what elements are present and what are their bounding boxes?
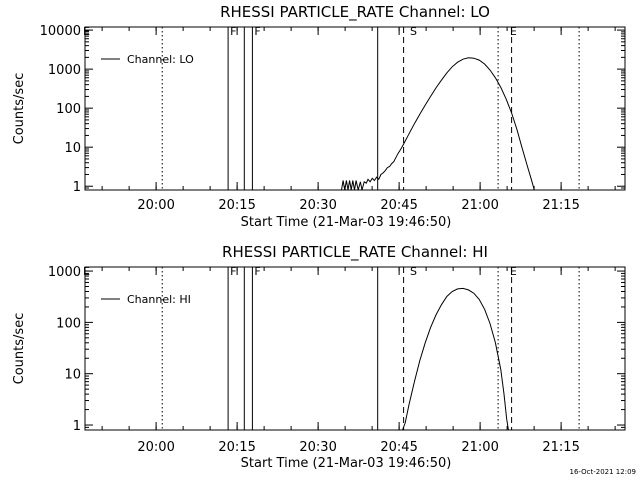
chart-title: RHESSI PARTICLE_RATE Channel: HI <box>222 243 488 262</box>
x-tick-label: 21:15 <box>542 198 579 213</box>
annotation-label: S <box>410 25 417 38</box>
annotation-label: E <box>510 25 517 38</box>
chart-title: RHESSI PARTICLE_RATE Channel: LO <box>220 3 490 22</box>
x-tick-label: 20:30 <box>299 440 336 455</box>
y-tick-label: 10 <box>64 368 81 383</box>
y-tick-label: 1 <box>73 419 81 434</box>
event-marker: F <box>254 25 260 38</box>
y-tick-label: 10 <box>64 141 81 156</box>
x-tick-label: 20:45 <box>380 440 417 455</box>
x-tick-label: 20:30 <box>299 198 336 213</box>
y-tick-label: 1 <box>73 180 81 195</box>
footer-timestamp: 16-Oct-2021 12:09 <box>570 468 636 476</box>
y-tick-label: 100 <box>56 102 81 117</box>
event-marker: F <box>230 265 236 278</box>
y-tick-label: 1000 <box>48 265 81 280</box>
x-tick-label: 21:15 <box>542 440 579 455</box>
y-axis-label: Counts/sec <box>12 313 27 385</box>
x-tick-label: 20:15 <box>218 198 255 213</box>
panel-hi-channel: RHESSI PARTICLE_RATE Channel: HI 1 10 100 10… <box>12 243 626 471</box>
x-tick-label: 20:00 <box>137 198 174 213</box>
x-tick-label: 21:00 <box>461 440 498 455</box>
panel-lo-channel: RHESSI PARTICLE_RATE Channel: LO 1 10 100 10… <box>12 3 626 230</box>
x-tick-label: 21:00 <box>461 198 498 213</box>
x-axis-label: Start Time (21-Mar-03 19:46:50) <box>241 215 452 230</box>
series-line <box>402 287 509 430</box>
annotation-label: S <box>410 265 417 278</box>
x-axis-label: Start Time (21-Mar-03 19:46:50) <box>241 456 452 471</box>
x-tick-label: 20:15 <box>218 440 255 455</box>
y-tick-label: 100 <box>56 316 81 331</box>
x-tick-label: 20:00 <box>137 440 174 455</box>
annotation-label: E <box>83 265 90 278</box>
plot-frame <box>84 266 626 431</box>
x-tick-label: 20:45 <box>380 198 417 213</box>
annotation-label: E <box>83 25 90 38</box>
event-marker: F <box>254 265 260 278</box>
y-axis-label: Counts/sec <box>12 73 27 145</box>
event-marker: F <box>230 25 236 38</box>
series-line <box>341 57 535 190</box>
y-tick-label: 1000 <box>48 63 81 78</box>
y-tick-label: 10000 <box>40 24 81 39</box>
legend-label: Channel: LO <box>127 53 194 66</box>
annotation-label: E <box>510 265 517 278</box>
legend-label: Channel: HI <box>127 293 191 306</box>
